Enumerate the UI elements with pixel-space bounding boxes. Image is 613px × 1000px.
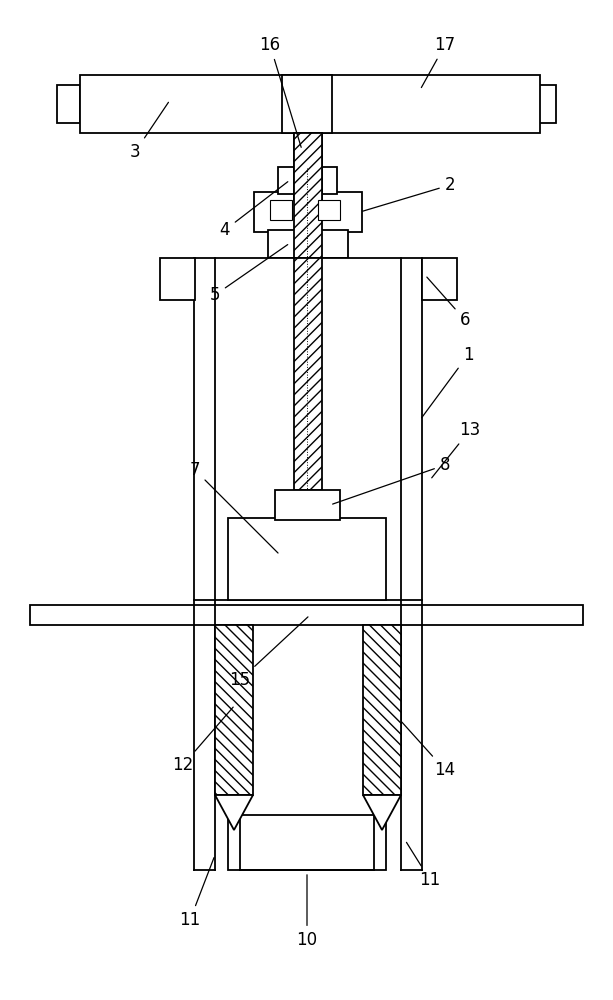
Polygon shape xyxy=(215,795,253,830)
Text: 5: 5 xyxy=(210,245,287,304)
Text: 14: 14 xyxy=(402,722,455,779)
Bar xyxy=(282,75,332,133)
Bar xyxy=(80,75,310,133)
Bar xyxy=(275,490,340,520)
Bar xyxy=(294,133,322,258)
Text: 13: 13 xyxy=(432,421,481,478)
Bar xyxy=(278,167,337,194)
Text: 10: 10 xyxy=(297,875,318,949)
Text: 11: 11 xyxy=(180,858,214,929)
Text: 8: 8 xyxy=(333,456,451,504)
Bar xyxy=(30,605,583,625)
Bar xyxy=(228,815,386,870)
Text: 3: 3 xyxy=(130,102,169,161)
Text: 6: 6 xyxy=(427,277,470,329)
Bar xyxy=(194,258,422,600)
Bar xyxy=(422,258,457,300)
Bar xyxy=(228,518,386,600)
Bar xyxy=(254,192,362,232)
Text: 16: 16 xyxy=(259,36,301,147)
Text: 2: 2 xyxy=(363,176,455,211)
Text: 15: 15 xyxy=(229,617,308,689)
Bar xyxy=(363,625,401,795)
Bar xyxy=(533,85,556,123)
Text: 11: 11 xyxy=(406,842,441,889)
Text: 12: 12 xyxy=(172,707,233,774)
Text: 7: 7 xyxy=(190,461,278,553)
Text: 4: 4 xyxy=(219,182,287,239)
Bar xyxy=(310,75,540,133)
Text: 1: 1 xyxy=(422,346,473,418)
Text: 17: 17 xyxy=(421,36,455,88)
Bar xyxy=(270,200,292,220)
Bar xyxy=(160,258,195,300)
Bar xyxy=(268,230,348,258)
Polygon shape xyxy=(363,795,401,830)
Bar xyxy=(215,625,253,795)
Bar xyxy=(294,258,322,490)
Bar xyxy=(318,200,340,220)
Bar xyxy=(57,85,80,123)
Bar xyxy=(294,133,322,200)
